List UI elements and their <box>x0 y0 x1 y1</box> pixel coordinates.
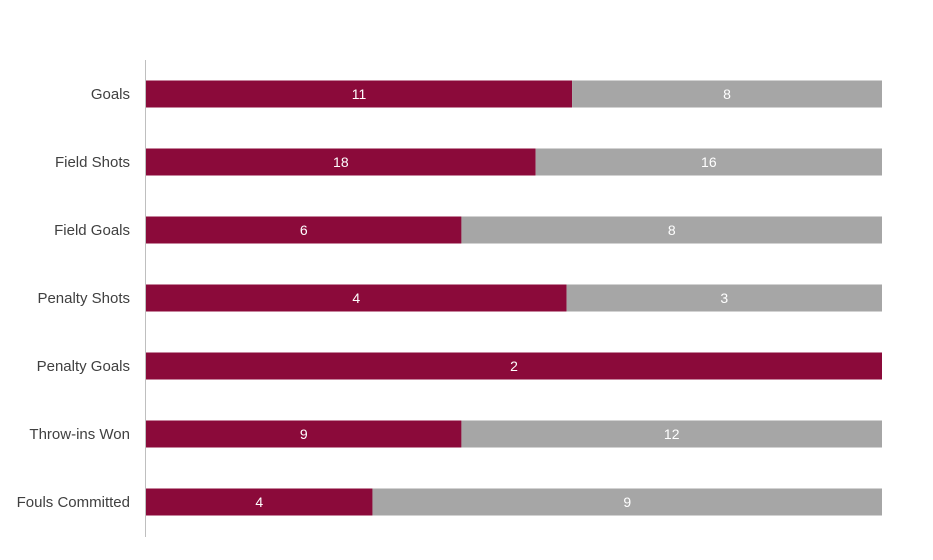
category-label: Throw-ins Won <box>29 426 130 443</box>
bars-layer: 11 8 18 16 6 8 4 3 2 0 9 12 4 9 <box>146 80 890 516</box>
bar-segment-series-1 <box>146 420 462 448</box>
category-label: Field Shots <box>55 154 130 171</box>
data-label: 18 <box>333 154 349 170</box>
data-label: 8 <box>668 222 676 238</box>
category-label: Goals <box>91 86 130 103</box>
bar-segment-series-2 <box>566 284 882 312</box>
data-label: 11 <box>352 86 367 102</box>
data-label: 3 <box>720 290 728 306</box>
category-label: Penalty Shots <box>37 290 130 307</box>
data-label: 4 <box>255 494 263 510</box>
bar-segment-series-1 <box>146 488 373 516</box>
bar-segment-series-2 <box>572 80 882 108</box>
data-label: 16 <box>701 154 717 170</box>
bar-segment-series-1 <box>146 148 536 176</box>
data-label: 2 <box>510 358 518 374</box>
data-label: 4 <box>352 290 360 306</box>
data-label: 12 <box>664 426 680 442</box>
data-label: 8 <box>723 86 731 102</box>
bar-segment-series-1 <box>146 216 462 244</box>
bar-segment-series-2 <box>461 216 882 244</box>
category-label: Penalty Goals <box>37 358 130 375</box>
bar-segment-series-1 <box>146 352 882 380</box>
data-label: 6 <box>300 222 308 238</box>
category-label: Fouls Committed <box>17 494 130 511</box>
data-label: 9 <box>300 426 308 442</box>
bar-segment-series-2 <box>535 148 882 176</box>
bar-segment-series-1 <box>146 284 567 312</box>
category-labels-layer: Goals Field Shots Field Goals Penalty Shots… <box>17 86 130 511</box>
bar-segment-series-2 <box>372 488 882 516</box>
category-label: Field Goals <box>54 222 130 239</box>
bar-segment-series-2 <box>461 420 882 448</box>
data-label: 0 <box>882 358 890 374</box>
bar-segment-series-1 <box>146 80 573 108</box>
data-label: 9 <box>623 494 631 510</box>
